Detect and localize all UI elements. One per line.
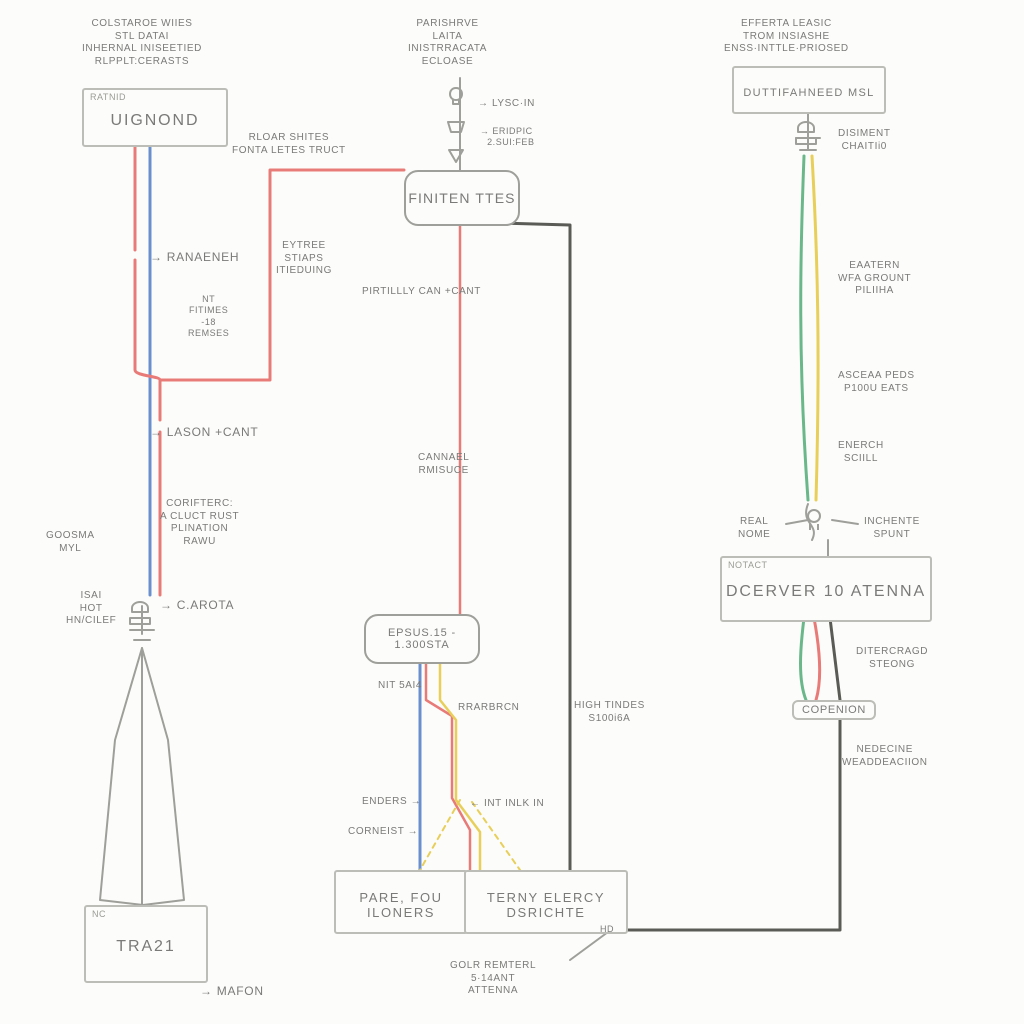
label-lason: → LASON +CANT bbox=[150, 425, 258, 440]
box-tra21-title: NC bbox=[92, 909, 106, 919]
label-enerch: ENERCH SCIILL bbox=[838, 440, 884, 465]
label-hdr_left: COLSTAROE WIIES STL DATAI INHERNAL INISE… bbox=[82, 18, 202, 68]
label-rloar: RLOAR SHITES FONTA LETES TRUCT bbox=[232, 132, 346, 157]
cloud-finiten: FINITEN TTES bbox=[404, 170, 520, 226]
label-lyscin: → LYSC·IN bbox=[478, 98, 535, 111]
edge-1 bbox=[135, 144, 160, 595]
box-uignond: RATNIDUIGNOND bbox=[82, 88, 228, 147]
label-corifterc: CORIFTERC: A CLUCT RUST PLINATION RAWU bbox=[160, 498, 239, 548]
label-disiment: DISIMENT CHAITIi0 bbox=[838, 128, 891, 153]
label-corneist: CORNEIST → bbox=[348, 826, 418, 839]
plug-icon bbox=[796, 122, 816, 144]
edge-15 bbox=[801, 156, 808, 500]
label-isai: ISAI HOT HN/CILEF bbox=[66, 590, 116, 628]
box-terny-main: TERNY ELERCY DSRICHTE bbox=[466, 872, 626, 932]
label-goosma: GOOSMA MYL bbox=[46, 530, 95, 555]
edge-18 bbox=[786, 520, 858, 524]
label-mafon: → MAFON bbox=[200, 984, 264, 999]
edge-20 bbox=[801, 618, 807, 700]
box-pare: PARE, FOU ILONERS bbox=[334, 870, 468, 934]
edge-21 bbox=[814, 618, 820, 700]
orb-icon bbox=[808, 510, 820, 530]
label-cannael: CANNAEL RMISUCE bbox=[418, 452, 469, 477]
label-nit5al: NIT 5AI4 bbox=[378, 680, 422, 693]
box-dcerver-title: NOTACT bbox=[728, 560, 768, 570]
label-hightinds: HIGH TINDES S100i6A bbox=[574, 700, 645, 725]
label-rrarbrcn: RRARBRCN bbox=[458, 702, 519, 715]
edge-10 bbox=[426, 660, 470, 870]
label-enders: ENDERS → bbox=[362, 796, 421, 809]
label-asceaa: ASCEAA PEDS P100U EATS bbox=[838, 370, 915, 395]
box-duttifahn: DUTTIFAHNEED MSL bbox=[732, 66, 886, 114]
label-ranaeneh: → RANAENEH bbox=[150, 250, 239, 265]
label-hd: HD bbox=[600, 924, 614, 935]
cup-icon bbox=[448, 122, 464, 132]
box-dcerver: NOTACTDCERVER 10 ATENNA bbox=[720, 556, 932, 622]
label-nedecine: NEDECINE WEADDEACIION bbox=[842, 744, 928, 769]
edge-11 bbox=[440, 660, 480, 870]
pill-copenion: COPENION bbox=[792, 700, 876, 720]
label-eridpic: → ERIDPIC 2.SUI:FEB bbox=[478, 126, 535, 149]
edge-8 bbox=[460, 222, 608, 930]
label-hdr_center: PARISHRVE LAITA INISTRRACATA ECLOASE bbox=[408, 18, 487, 68]
cloud-epsus: EPSUS.15 - 1.300STA bbox=[364, 614, 480, 664]
label-eaatern: EAATERN WFA GROUNT PILIIHA bbox=[838, 260, 911, 298]
label-hdr_right: EFFERTA LEASIC TROM INSIASHE ENSS·INTTLE… bbox=[724, 18, 849, 56]
label-eytree: EYTREE STIAPS ITIEDUING bbox=[276, 240, 332, 278]
label-golr: GOLR REMTERL 5·14ANT ATTENNA bbox=[450, 960, 536, 998]
edge-16 bbox=[812, 156, 818, 500]
box-pare-main: PARE, FOU ILONERS bbox=[336, 872, 466, 932]
box-duttifahn-main: DUTTIFAHNEED MSL bbox=[734, 68, 884, 112]
box-uignond-title: RATNID bbox=[90, 92, 126, 102]
edge-22 bbox=[624, 618, 840, 930]
label-realnome: REAL NOME bbox=[738, 516, 770, 541]
edge-23 bbox=[570, 932, 608, 960]
label-carota: → C.AROTA bbox=[160, 598, 234, 613]
plug-icon bbox=[130, 602, 150, 624]
label-ntfitimes: NT FITIMES -18 REMSES bbox=[188, 294, 229, 339]
label-pirtilly: PIRTILLLY CAN +CANT bbox=[362, 286, 481, 299]
box-tra21: NCTRA21 bbox=[84, 905, 208, 983]
label-intinlk: ← INT INLK IN bbox=[470, 798, 544, 811]
label-ditercragd: DITERCRAGD STEONG bbox=[856, 646, 928, 671]
label-inchente: INCHENTE SPUNT bbox=[864, 516, 920, 541]
